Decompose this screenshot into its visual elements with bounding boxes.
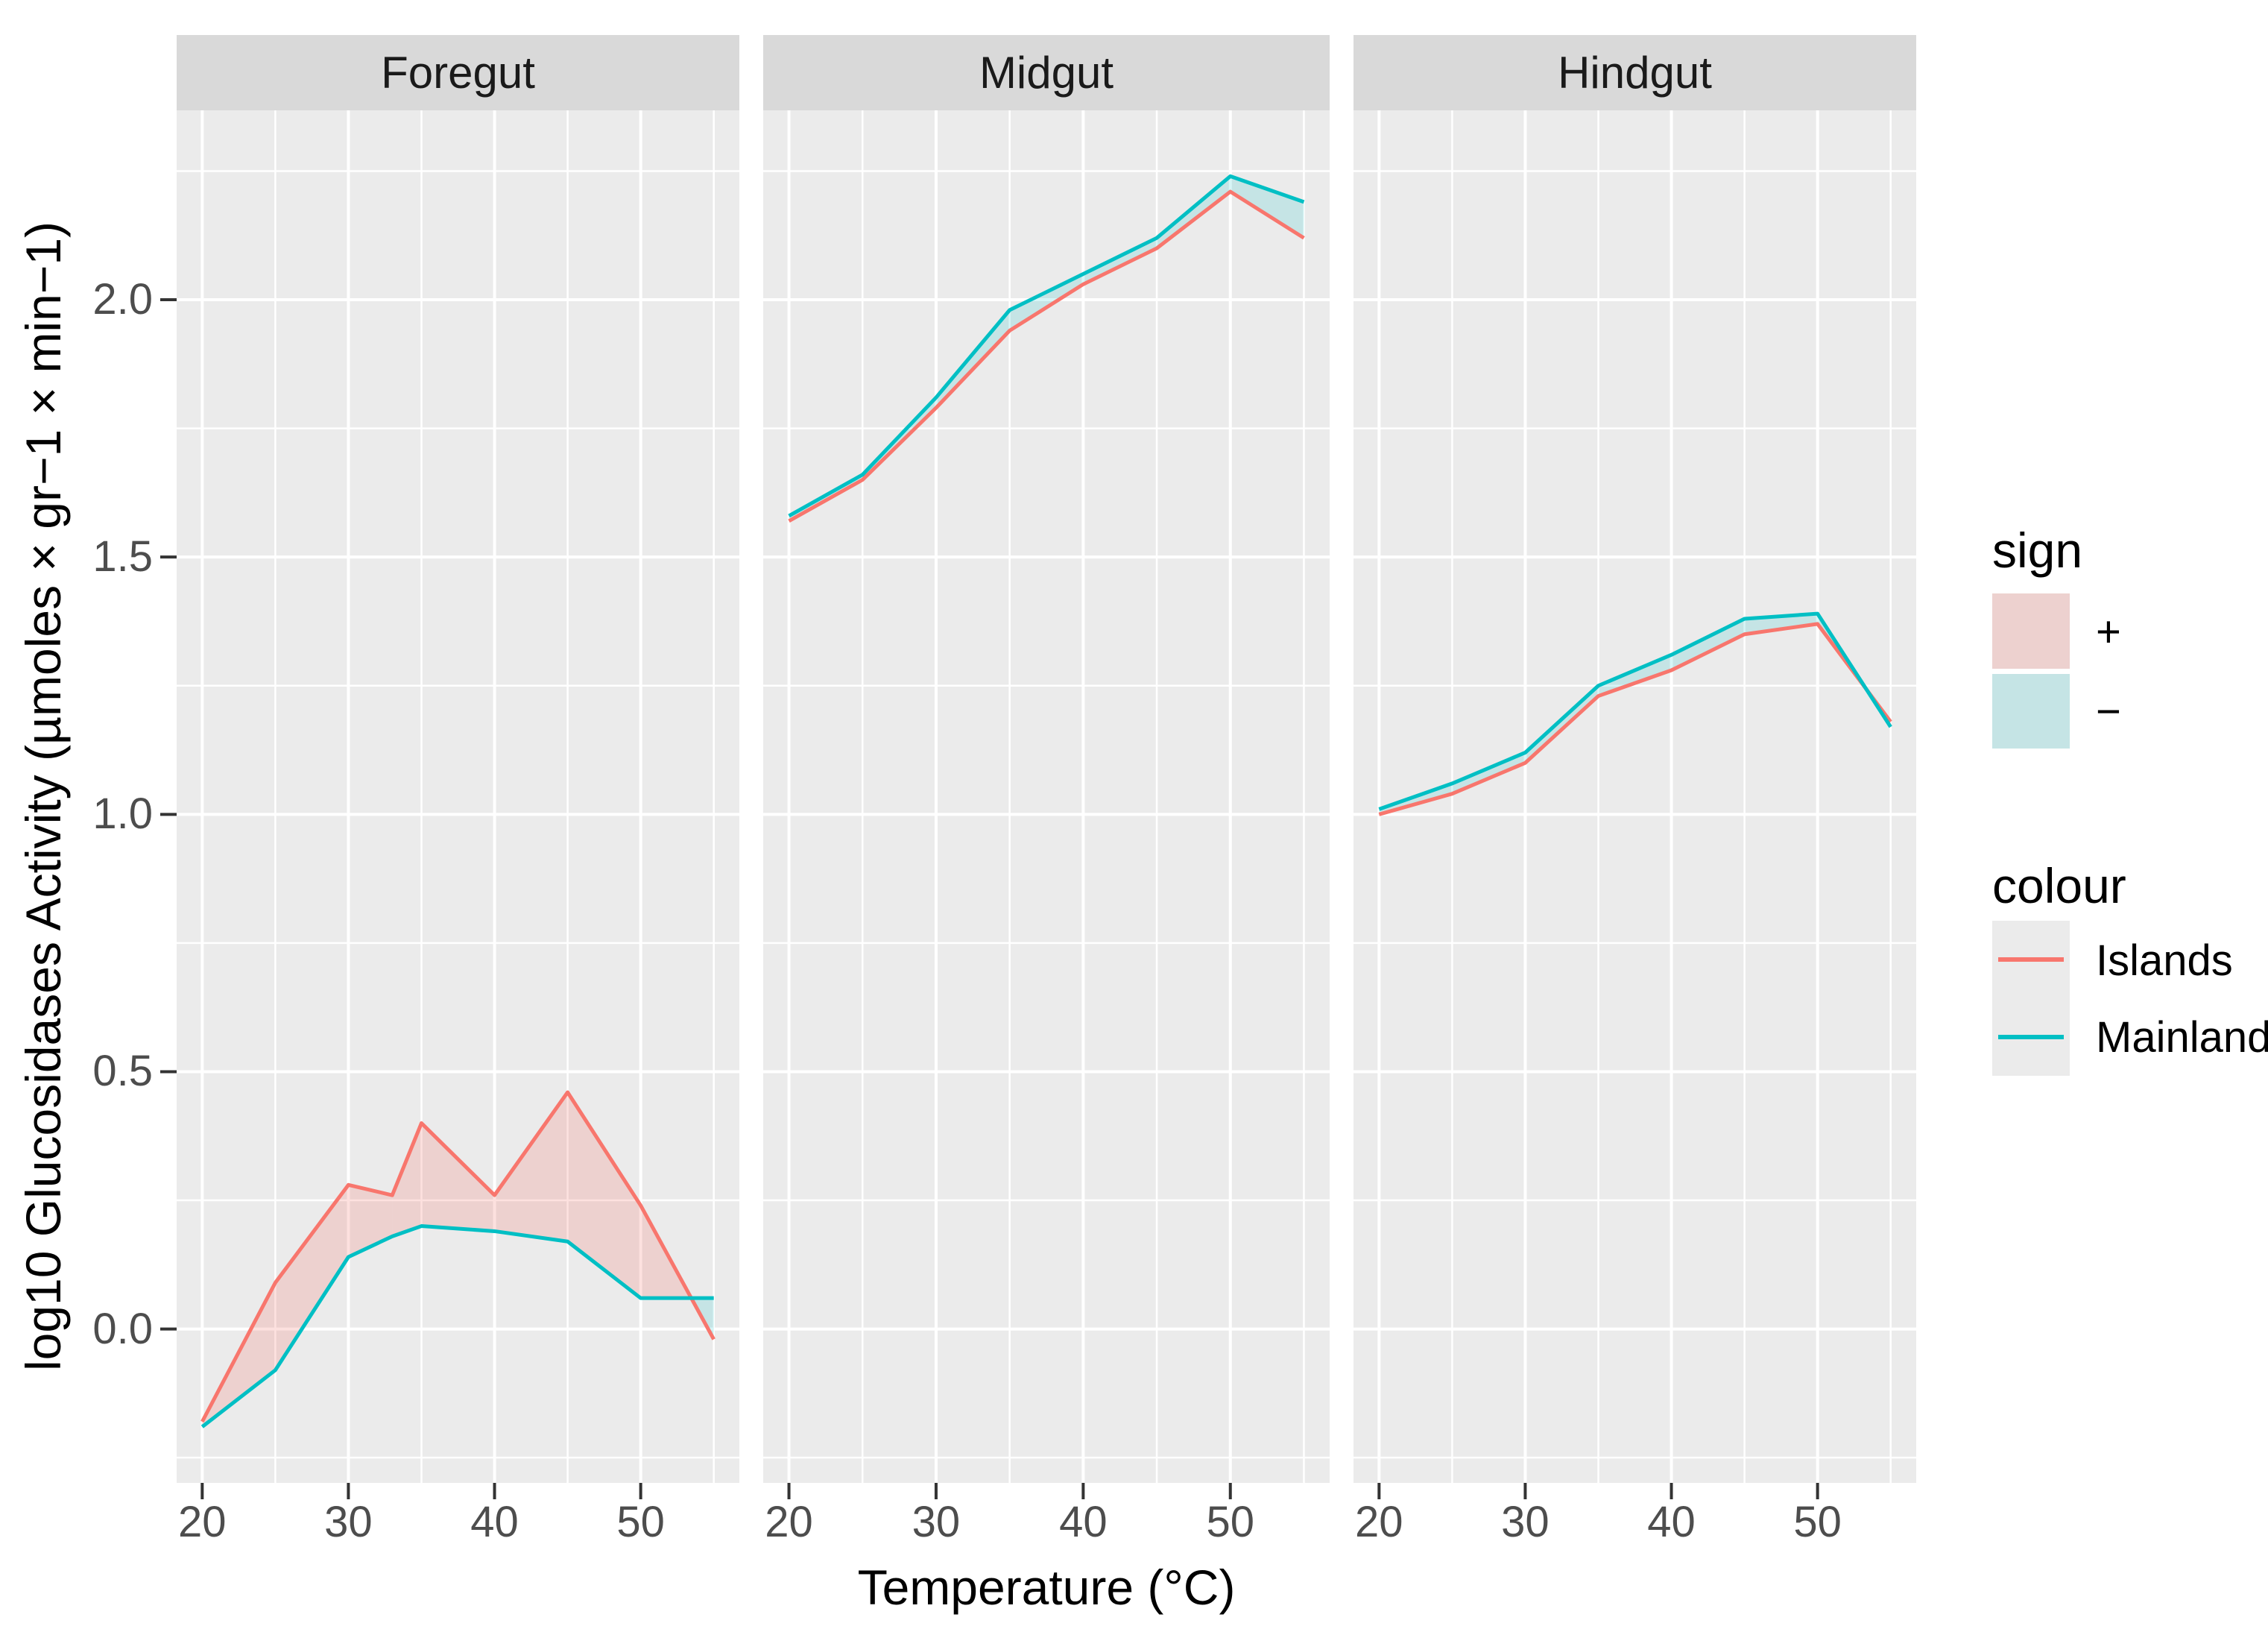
series-line-mainland: [200, 1224, 714, 1428]
x-tick-label: 50: [1793, 1498, 1842, 1546]
x-axis-title: Temperature (°C): [857, 1560, 1236, 1615]
series-line-islands: [200, 1090, 716, 1423]
legend-label-plus: +: [2096, 608, 2121, 656]
ribbon-positive: [348, 1185, 393, 1257]
ribbon-positive: [275, 1185, 349, 1370]
legend-key-sign-positive[interactable]: [1992, 593, 2070, 669]
facet-strip-hindgut: Hindgut: [1353, 35, 1916, 110]
x-tick-label: 50: [1206, 1498, 1255, 1546]
mainland-line-key: [1998, 1035, 2064, 1039]
positive-ribbon-swatch: [1992, 593, 2070, 669]
ribbon-negative: [1671, 619, 1745, 671]
facet-strip-midgut: Midgut: [763, 35, 1330, 110]
ribbon-negative: [1525, 685, 1599, 763]
ribbon-negative: [1598, 655, 1672, 696]
y-tick-label: 1.5: [92, 532, 153, 582]
series-line-mainland: [788, 174, 1305, 518]
ribbon-negative: [1230, 176, 1304, 239]
facet-strip-label: Midgut: [979, 48, 1114, 98]
ribbon-positive: [392, 1123, 422, 1237]
x-tick-label: 50: [616, 1498, 665, 1546]
y-axis-title: log10 Glucosidases Activity (µmoles × gr…: [16, 221, 71, 1372]
legend-label-mainland: Mainland: [2096, 1013, 2268, 1062]
ribbon-negative: [1009, 274, 1084, 331]
y-tick-label: 2.0: [92, 275, 153, 324]
legend-sign-title: sign: [1992, 523, 2083, 578]
y-tick-label: 0.0: [92, 1304, 153, 1353]
x-tick-label: 40: [1647, 1498, 1696, 1546]
ribbon-negative: [1452, 752, 1526, 794]
islands-line-key: [1998, 957, 2064, 962]
legend-key-sign-negative[interactable]: [1992, 674, 2070, 749]
legend-label-minus: −: [2096, 687, 2121, 736]
facet-strip-foregut: Foregut: [177, 35, 739, 110]
ribbon-positive: [421, 1123, 495, 1232]
y-tick-label: 1.0: [92, 790, 153, 839]
panel-background: [763, 110, 1330, 1483]
x-tick-label: 20: [765, 1498, 813, 1546]
x-tick-label: 30: [912, 1498, 961, 1546]
legend-key-islands[interactable]: [1992, 921, 2070, 998]
panel-background: [177, 110, 739, 1483]
series-line-islands: [788, 189, 1305, 523]
ribbon-positive: [494, 1092, 568, 1242]
legend-key-mainland[interactable]: [1992, 998, 2070, 1076]
facet-strip-label: Hindgut: [1558, 48, 1712, 98]
ribbon-negative: [1157, 176, 1231, 248]
y-tick-label: 0.5: [92, 1047, 153, 1096]
series-line-mainland: [1378, 611, 1892, 811]
legend-label-islands: Islands: [2096, 936, 2233, 985]
legend-colour-title: colour: [1992, 858, 2126, 913]
x-tick-label: 20: [1355, 1498, 1403, 1546]
ribbon-negative: [1083, 238, 1157, 285]
x-tick-label: 40: [1059, 1498, 1108, 1546]
x-tick-label: 40: [470, 1498, 519, 1546]
ribbon-positive: [567, 1092, 641, 1299]
x-tick-label: 20: [178, 1498, 227, 1546]
series-line-islands: [1378, 622, 1892, 816]
facet-strip-label: Foregut: [381, 48, 535, 98]
x-tick-label: 30: [324, 1498, 373, 1546]
x-tick-label: 30: [1501, 1498, 1550, 1546]
negative-ribbon-swatch: [1992, 674, 2070, 749]
